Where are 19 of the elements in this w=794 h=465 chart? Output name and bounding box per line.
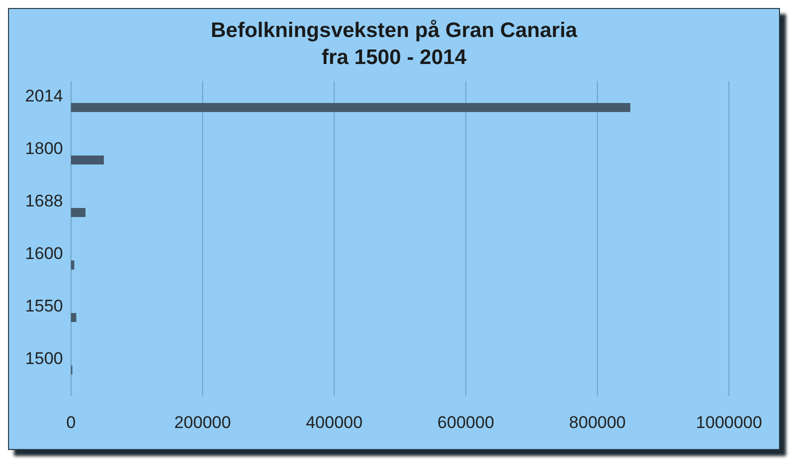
bar [71,260,74,270]
y-tick-label: 1550 [25,296,63,316]
x-tick-label: 0 [66,413,76,432]
y-tick-label: 1600 [25,244,63,263]
x-tick-label: 1000000 [696,413,762,432]
chart-subtitle: fra 1500 - 2014 [320,45,468,71]
x-tick-label: 800000 [569,413,626,432]
y-tick-label: 1688 [25,191,63,210]
bar [71,156,104,164]
bar [71,313,76,322]
y-tick-label: 1500 [25,348,63,368]
x-tick-label: 200000 [174,413,231,432]
bar [71,208,86,217]
x-tick-label: 600000 [437,413,494,432]
x-tick-label: 400000 [306,413,363,432]
y-tick-label: 2014 [25,86,63,106]
y-tick-label: 1800 [25,138,63,158]
chart-title: Befolkningsveksten på Gran Canaria [210,18,578,44]
bar [71,103,630,112]
